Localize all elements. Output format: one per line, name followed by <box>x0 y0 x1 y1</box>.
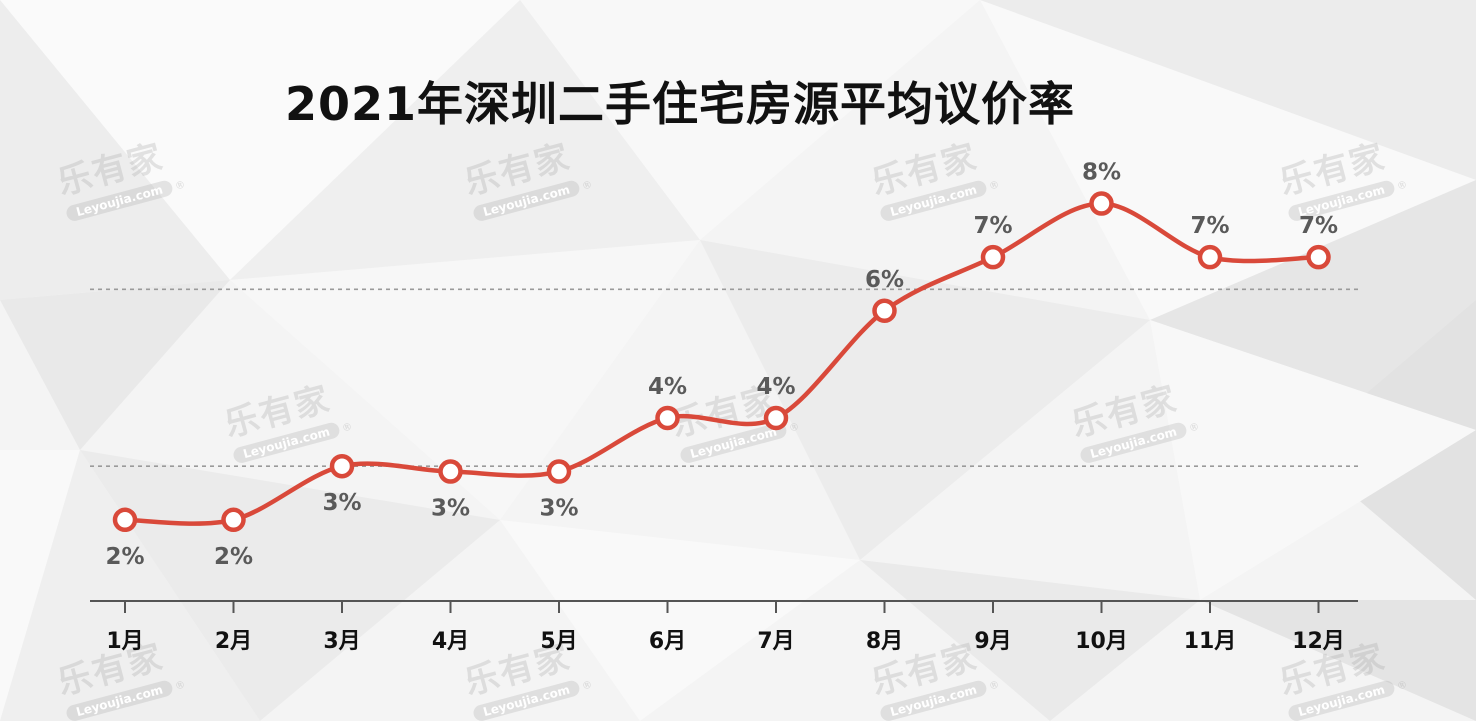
data-point-marker <box>329 453 355 479</box>
x-tick-label: 2月 <box>215 629 252 654</box>
data-point-marker <box>763 405 789 431</box>
data-label: 3% <box>322 490 361 516</box>
x-tick-label: 4月 <box>432 629 469 654</box>
data-label: 7% <box>1299 213 1338 239</box>
data-point-marker <box>546 459 572 484</box>
x-tick-label: 11月 <box>1184 629 1237 654</box>
data-label: 6% <box>865 267 904 293</box>
x-tick-label: 10月 <box>1075 629 1128 654</box>
x-tick-label: 9月 <box>974 629 1011 654</box>
data-point-marker <box>221 507 246 533</box>
data-point-marker <box>980 244 1006 270</box>
data-point-marker <box>1306 244 1331 270</box>
data-label: 8% <box>1082 160 1121 186</box>
data-label: 4% <box>756 374 795 400</box>
x-tick-label: 12月 <box>1292 629 1345 654</box>
data-label: 3% <box>539 496 578 522</box>
data-label: 7% <box>973 213 1012 239</box>
data-point-marker <box>1089 191 1114 216</box>
x-tick-label: 7月 <box>757 629 794 654</box>
data-point-marker <box>438 459 463 484</box>
series-line <box>122 201 1321 526</box>
data-label: 2% <box>105 544 144 570</box>
data-label: 4% <box>648 374 687 400</box>
x-tick-label: 6月 <box>649 629 686 654</box>
data-point-marker <box>872 298 897 324</box>
data-label: 3% <box>431 496 470 522</box>
data-point-marker <box>655 405 680 431</box>
data-label: 7% <box>1190 213 1229 239</box>
data-point-marker <box>1197 244 1223 270</box>
chart-title: 2021年深圳二手住宅房源平均议价率 <box>285 77 1076 131</box>
data-label: 2% <box>214 544 253 570</box>
data-point-marker <box>112 507 138 533</box>
x-tick-label: 5月 <box>540 629 577 654</box>
x-tick-label: 8月 <box>866 629 903 654</box>
x-tick-label: 1月 <box>106 629 143 654</box>
x-tick-label: 3月 <box>323 629 360 654</box>
